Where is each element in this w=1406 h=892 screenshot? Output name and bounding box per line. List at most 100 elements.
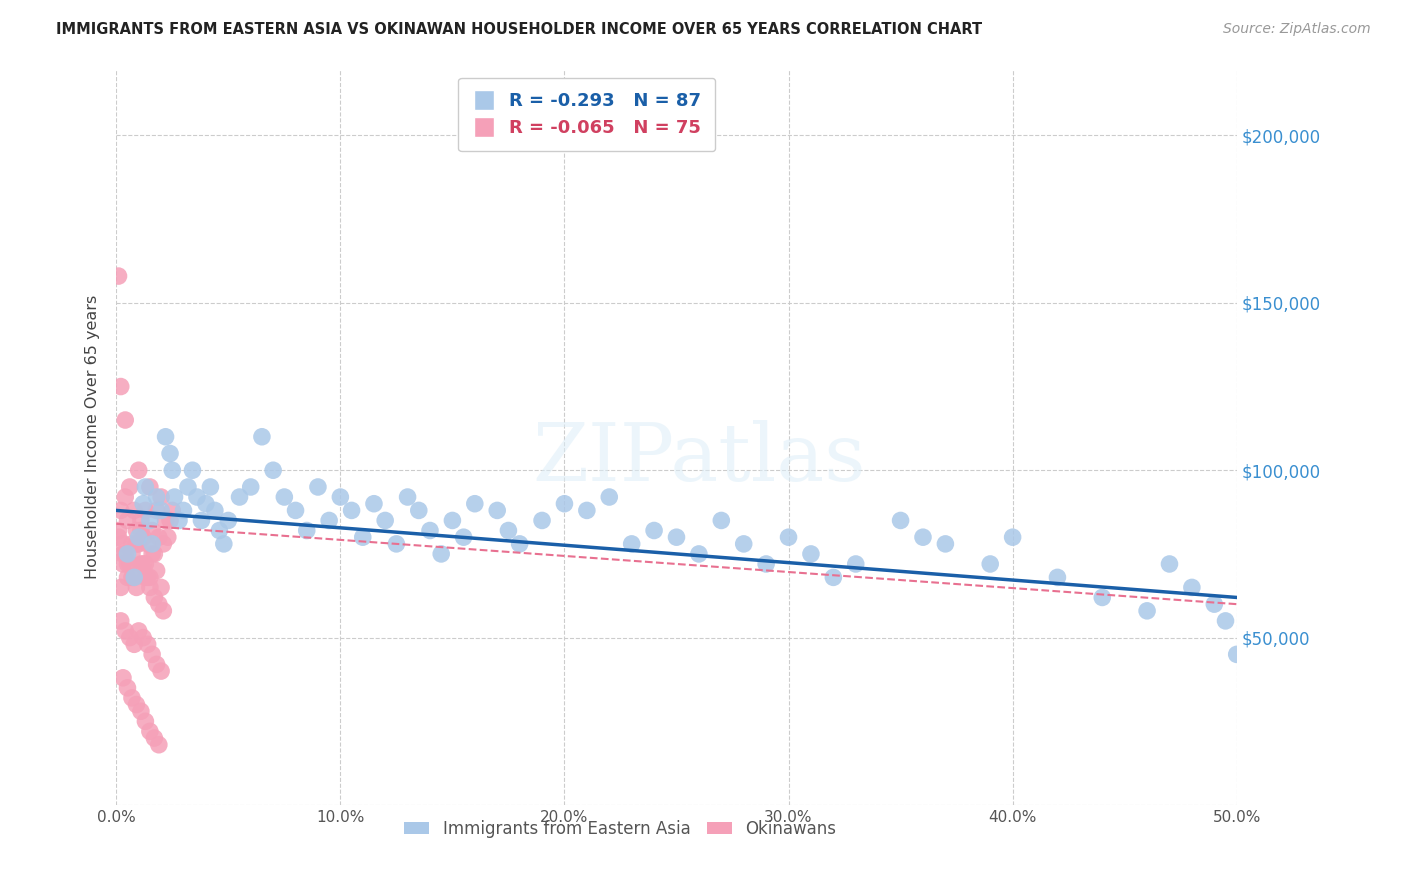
Point: [509, 537, 531, 551]
Point: [148, 738, 170, 752]
Point: [111, 537, 134, 551]
Point: [117, 557, 139, 571]
Point: [911, 530, 934, 544]
Point: [121, 690, 143, 705]
Point: [111, 671, 134, 685]
Point: [173, 503, 195, 517]
Point: [134, 503, 156, 517]
Point: [136, 637, 159, 651]
Text: ZIPatlas: ZIPatlas: [531, 420, 866, 498]
Point: [139, 480, 162, 494]
Point: [148, 530, 170, 544]
Point: [200, 480, 222, 494]
Point: [118, 557, 141, 571]
Point: [823, 570, 845, 584]
Point: [139, 513, 162, 527]
Point: [150, 664, 173, 678]
Point: [110, 503, 132, 517]
Point: [208, 524, 231, 538]
Point: [134, 480, 156, 494]
Point: [141, 547, 163, 561]
Point: [159, 513, 181, 527]
Point: [239, 480, 262, 494]
Point: [385, 537, 408, 551]
Point: [408, 503, 430, 517]
Point: [190, 513, 212, 527]
Point: [111, 557, 134, 571]
Point: [150, 581, 173, 595]
Point: [167, 513, 190, 527]
Point: [148, 597, 170, 611]
Point: [141, 524, 163, 538]
Point: [1315, 671, 1337, 685]
Point: [152, 604, 174, 618]
Point: [284, 503, 307, 517]
Point: [352, 530, 374, 544]
Point: [204, 503, 226, 517]
Point: [121, 537, 143, 551]
Point: [145, 490, 167, 504]
Point: [363, 497, 385, 511]
Point: [177, 480, 200, 494]
Point: [129, 557, 152, 571]
Point: [396, 490, 419, 504]
Point: [979, 557, 1001, 571]
Point: [181, 463, 204, 477]
Point: [129, 524, 152, 538]
Point: [121, 570, 143, 584]
Point: [128, 530, 150, 544]
Point: [162, 463, 184, 477]
Point: [121, 547, 143, 561]
Point: [329, 490, 352, 504]
Point: [1159, 557, 1181, 571]
Legend: Immigrants from Eastern Asia, Okinawans: Immigrants from Eastern Asia, Okinawans: [398, 814, 844, 845]
Point: [117, 547, 139, 561]
Point: [340, 503, 363, 517]
Point: [1281, 631, 1303, 645]
Point: [733, 537, 755, 551]
Point: [134, 714, 156, 729]
Point: [117, 513, 139, 527]
Point: [128, 624, 150, 638]
Point: [1270, 614, 1292, 628]
Point: [129, 513, 152, 527]
Point: [453, 530, 475, 544]
Point: [1091, 591, 1114, 605]
Point: [665, 530, 688, 544]
Point: [1204, 597, 1226, 611]
Point: [139, 570, 162, 584]
Point: [125, 698, 148, 712]
Point: [107, 524, 129, 538]
Point: [136, 570, 159, 584]
Point: [156, 530, 179, 544]
Point: [1001, 530, 1024, 544]
Point: [194, 497, 217, 511]
Point: [212, 537, 235, 551]
Point: [890, 513, 912, 527]
Point: [1260, 597, 1282, 611]
Point: [1249, 614, 1271, 628]
Point: [162, 503, 184, 517]
Point: [134, 570, 156, 584]
Point: [118, 631, 141, 645]
Point: [128, 537, 150, 551]
Point: [1181, 581, 1204, 595]
Point: [145, 657, 167, 672]
Point: [430, 547, 453, 561]
Point: [598, 490, 620, 504]
Point: [217, 513, 239, 527]
Point: [118, 480, 141, 494]
Point: [778, 530, 800, 544]
Point: [150, 490, 173, 504]
Point: [114, 413, 136, 427]
Point: [141, 537, 163, 551]
Point: [122, 637, 145, 651]
Point: [110, 379, 132, 393]
Point: [318, 513, 340, 527]
Point: [710, 513, 733, 527]
Point: [114, 624, 136, 638]
Point: [1215, 614, 1237, 628]
Point: [486, 503, 509, 517]
Point: [155, 430, 177, 444]
Point: [132, 497, 155, 511]
